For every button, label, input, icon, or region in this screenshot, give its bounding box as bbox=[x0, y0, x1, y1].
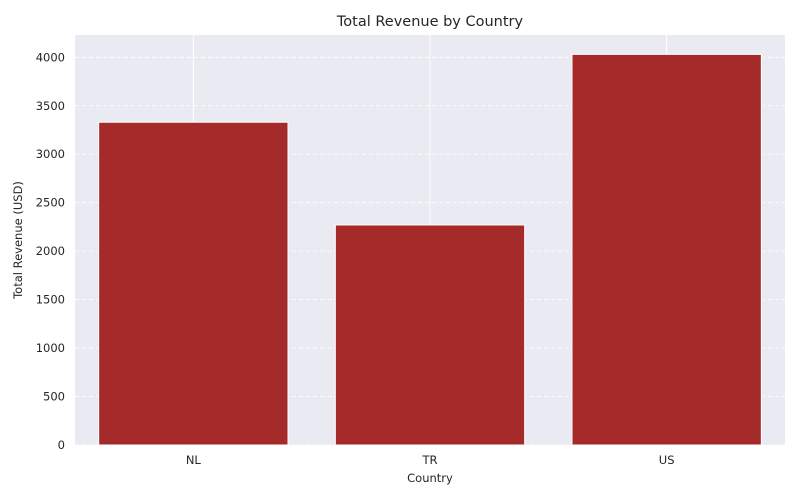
x-tick-label: US bbox=[659, 453, 675, 467]
y-tick-label: 3000 bbox=[36, 147, 65, 161]
x-tick-labels: NL TR US bbox=[186, 453, 675, 467]
chart-title: Total Revenue by Country bbox=[336, 14, 524, 30]
x-axis-label: Country bbox=[407, 471, 453, 485]
x-tick-label: NL bbox=[186, 453, 202, 467]
y-tick-label: 2500 bbox=[36, 196, 65, 210]
bar-us bbox=[571, 53, 762, 446]
y-tick-label: 0 bbox=[58, 438, 65, 452]
bars bbox=[98, 53, 762, 446]
y-tick-label: 4000 bbox=[36, 50, 65, 64]
y-tick-label: 500 bbox=[43, 390, 65, 404]
y-tick-label: 1500 bbox=[36, 293, 65, 307]
y-tick-label: 2000 bbox=[36, 244, 65, 258]
bar-tr bbox=[334, 224, 526, 446]
y-axis-label: Total Revenue (USD) bbox=[11, 181, 25, 300]
x-tick-label: TR bbox=[421, 453, 437, 467]
bar-nl bbox=[98, 121, 289, 446]
y-tick-label: 3500 bbox=[36, 99, 65, 113]
y-tick-labels: 0 500 1000 1500 2000 2500 3000 3500 4000 bbox=[36, 50, 65, 452]
y-tick-label: 1000 bbox=[36, 341, 65, 355]
